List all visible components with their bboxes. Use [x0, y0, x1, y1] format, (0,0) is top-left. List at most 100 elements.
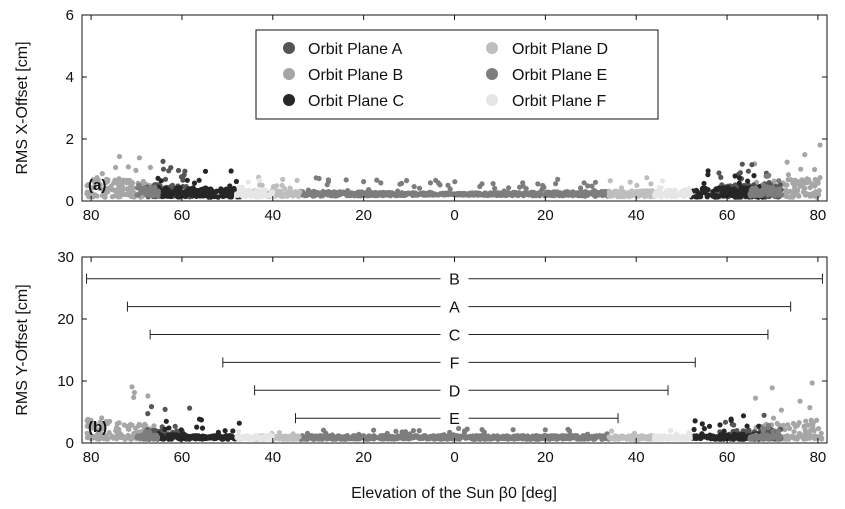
data-point-plane-e: [597, 433, 603, 439]
data-point-plane-e: [770, 434, 776, 441]
data-point-plane-f: [259, 194, 265, 200]
data-point-plane-f: [655, 193, 661, 199]
panel-a-y-axis-label: RMS X-Offset [cm]: [14, 41, 31, 174]
data-point-plane-b: [109, 194, 115, 200]
data-point-plane-e: [566, 435, 572, 441]
data-point-plane-b: [114, 187, 120, 193]
data-point-plane-c: [211, 433, 217, 439]
data-point-plane-b: [97, 181, 103, 188]
data-point-plane-e: [367, 434, 373, 440]
data-point-plane-e: [525, 436, 531, 442]
data-point-plane-f: [662, 191, 668, 197]
legend-label-f: Orbit Plane F: [512, 93, 606, 110]
data-point-plane-c: [191, 180, 198, 186]
data-point-plane-d: [639, 189, 645, 195]
data-point-plane-e: [477, 436, 483, 442]
beta-range-label-e: E: [449, 411, 460, 428]
data-point-plane-c: [225, 190, 232, 196]
data-point-plane-d: [624, 434, 630, 441]
data-point-plane-d: [281, 433, 287, 439]
data-point-plane-b: [810, 192, 816, 198]
legend-marker-c: [283, 94, 295, 106]
legend-label-a: Orbit Plane A: [308, 41, 403, 58]
data-point-plane-b: [129, 384, 135, 390]
data-point-plane-c: [165, 187, 171, 193]
data-point-plane-b: [776, 422, 782, 428]
data-point-plane-e: [769, 191, 775, 197]
data-point-plane-e: [555, 190, 561, 196]
data-point-plane-c: [701, 180, 707, 187]
data-point-plane-e: [523, 186, 529, 192]
data-point-plane-b: [778, 407, 785, 413]
data-point-plane-c: [228, 168, 234, 174]
data-point-plane-c: [717, 422, 723, 428]
data-point-plane-c: [694, 188, 700, 194]
data-point-plane-c: [230, 428, 236, 434]
data-point-plane-e: [435, 434, 441, 440]
data-point-plane-b: [814, 417, 820, 423]
data-point-plane-f: [660, 436, 666, 442]
x-tick-label: 80: [83, 449, 100, 466]
data-point-plane-e: [324, 182, 330, 188]
data-point-plane-d: [621, 192, 627, 198]
data-point-plane-b: [131, 394, 137, 400]
data-point-plane-b: [105, 436, 111, 442]
data-point-plane-b: [770, 415, 777, 421]
panel-a-x-offset: 80 60 40 20 0 20 40 60 80 0 2 4 6 (a) RMS X-Offset …: [14, 7, 828, 224]
data-point-plane-c: [732, 173, 738, 179]
data-point-plane-e: [301, 434, 308, 440]
legend-entry-a: Orbit Plane A: [283, 41, 403, 58]
data-point-plane-e: [585, 436, 591, 442]
data-point-plane-b: [85, 417, 92, 423]
data-point-plane-e: [138, 187, 144, 193]
data-point-plane-c: [699, 421, 705, 427]
data-point-plane-e: [373, 191, 379, 197]
data-point-plane-d: [635, 434, 642, 440]
data-point-plane-e: [377, 190, 383, 196]
data-point-plane-b: [771, 178, 777, 184]
data-point-plane-c: [196, 433, 202, 439]
data-point-plane-e: [391, 192, 397, 198]
data-point-plane-c: [186, 436, 192, 442]
data-point-plane-e: [473, 435, 479, 441]
data-point-plane-e: [311, 188, 317, 194]
data-point-plane-c: [221, 434, 227, 440]
data-point-plane-e: [529, 436, 535, 442]
data-point-plane-b: [105, 189, 111, 195]
data-point-plane-e: [393, 428, 399, 434]
data-point-plane-b: [815, 179, 821, 185]
data-point-plane-e: [566, 191, 573, 197]
data-point-plane-c: [744, 423, 750, 429]
data-point-plane-c: [725, 192, 731, 198]
data-point-plane-c: [163, 418, 169, 424]
data-point-plane-e: [552, 434, 558, 440]
data-point-plane-d: [631, 433, 637, 439]
data-point-plane-b: [790, 194, 796, 200]
data-point-plane-b: [816, 188, 822, 194]
data-point-plane-e: [313, 175, 319, 181]
data-point-plane-d: [612, 436, 619, 442]
data-point-plane-b: [798, 166, 804, 172]
data-point-plane-a: [761, 412, 767, 418]
data-point-plane-e: [757, 193, 763, 199]
data-point-plane-b: [795, 179, 801, 185]
data-point-plane-f: [245, 179, 251, 185]
data-point-plane-e: [442, 192, 448, 198]
data-point-plane-f: [242, 193, 248, 199]
data-point-plane-e: [366, 191, 372, 197]
data-point-plane-b: [140, 178, 146, 184]
data-point-plane-c: [739, 434, 745, 441]
data-point-plane-b: [769, 385, 775, 391]
data-point-plane-e: [506, 185, 512, 191]
data-point-plane-e: [559, 436, 565, 442]
y-tick-label: 30: [57, 249, 74, 266]
data-point-plane-b: [785, 172, 792, 178]
data-point-plane-c: [701, 426, 708, 432]
data-point-plane-e: [566, 428, 573, 434]
data-point-plane-e: [433, 177, 439, 183]
data-point-plane-e: [770, 428, 776, 435]
data-point-plane-e: [579, 434, 585, 440]
data-point-plane-e: [135, 192, 142, 198]
data-point-plane-d: [609, 428, 615, 434]
data-point-plane-e: [334, 191, 340, 197]
